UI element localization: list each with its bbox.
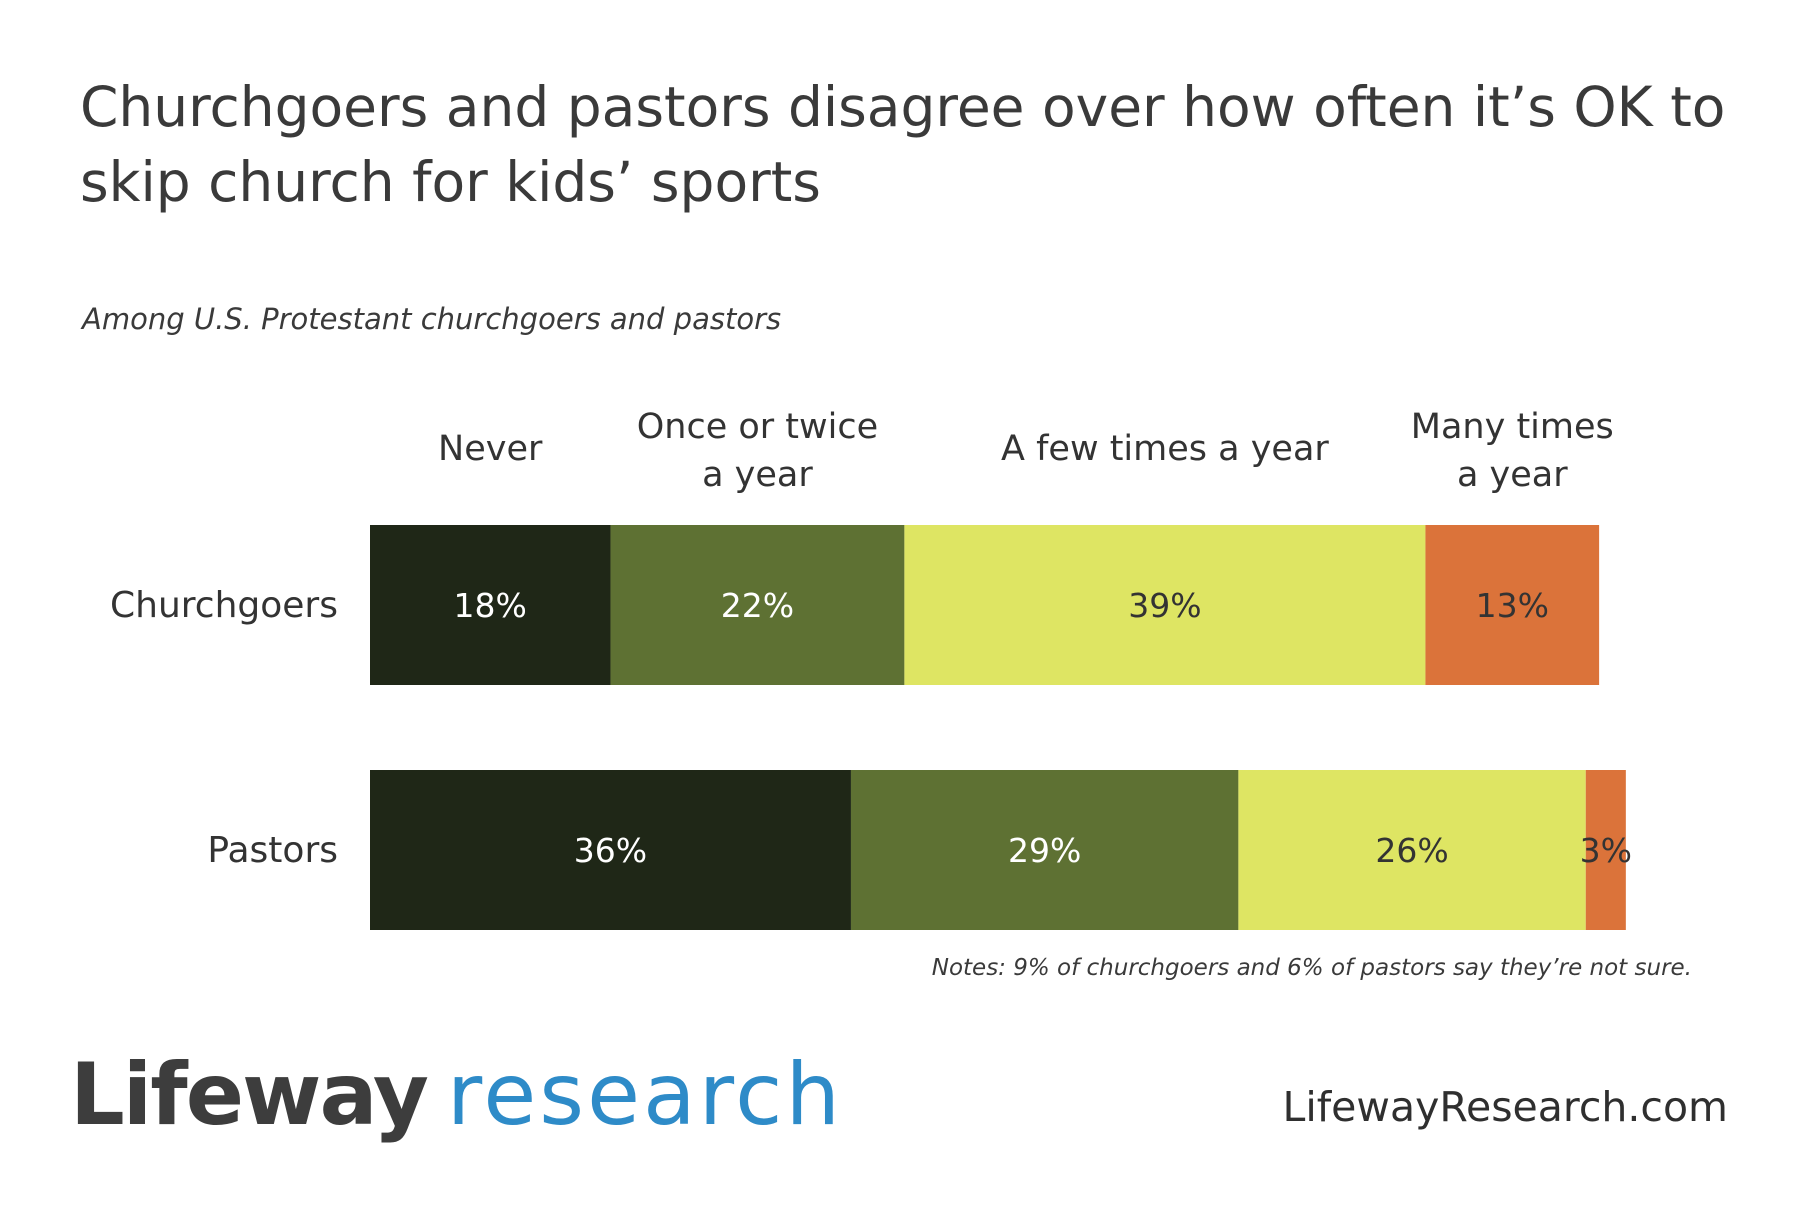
data-label-churchgoers-4: 13% [1476,586,1549,625]
bar-segment-pastors-2 [850,770,1239,930]
column-header-line: a year [702,455,813,495]
data-label-churchgoers-1: 18% [454,586,527,625]
logo-brand-text: Lifeway [70,1045,429,1145]
column-header-line: Once or twice [637,407,878,447]
chart-title: Churchgoers and pastors disagree over ho… [80,75,1726,214]
column-header-3: A few times a year [1001,429,1329,469]
logo-research-text: research [446,1045,843,1145]
chart-subtitle: Among U.S. Protestant churchgoers and pa… [82,302,782,336]
bar-segment-pastors-3 [1238,770,1586,930]
column-header-1: Never [438,429,543,469]
data-label-churchgoers-3: 39% [1128,586,1201,625]
website-url: LifewayResearch.com [1282,1083,1728,1131]
bar-segment-churchgoers-3 [904,525,1426,685]
bar-segment-churchgoers-1 [370,525,611,685]
bar-segment-churchgoers-2 [610,525,905,685]
column-header-line: A few times a year [1001,429,1329,469]
column-header-line: Never [438,429,543,469]
column-header-4: Many times a year [1411,407,1614,495]
data-label-churchgoers-2: 22% [721,586,794,625]
column-header-line: Many times [1411,407,1614,447]
row-label-pastors: Pastors [207,830,338,871]
chart-note: Notes: 9% of churchgoers and 6% of pasto… [931,955,1692,981]
bar-segment-pastors-1 [370,770,851,930]
data-label-pastors-3: 26% [1375,831,1448,870]
column-header-line: a year [1457,455,1568,495]
data-label-pastors-4: 3% [1580,831,1632,870]
lifeway-research-logo: Lifeway research [70,1045,843,1145]
row-label-churchgoers: Churchgoers [110,585,338,626]
stacked-bar-chart: Churchgoers Pastors 18% 22% 39% 13% 36% 29% 26% 3… [110,407,1632,930]
bar-segment-pastors-4 [1585,770,1626,930]
data-label-pastors-1: 36% [574,831,647,870]
data-label-pastors-2: 29% [1008,831,1081,870]
column-header-2: Once or twice a year [637,407,878,495]
bar-segment-churchgoers-4 [1425,525,1600,685]
